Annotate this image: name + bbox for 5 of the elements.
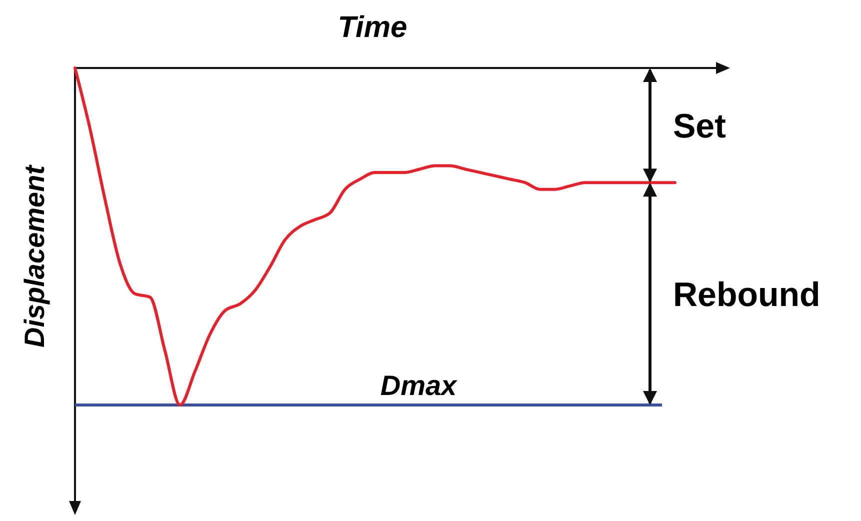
ref-line-label: Dmax [380,370,458,401]
annotation: Rebound [673,276,820,314]
annotation: Set [673,107,726,146]
y-axis-title: Displacement [19,164,50,348]
x-axis-title: Time [338,11,408,44]
